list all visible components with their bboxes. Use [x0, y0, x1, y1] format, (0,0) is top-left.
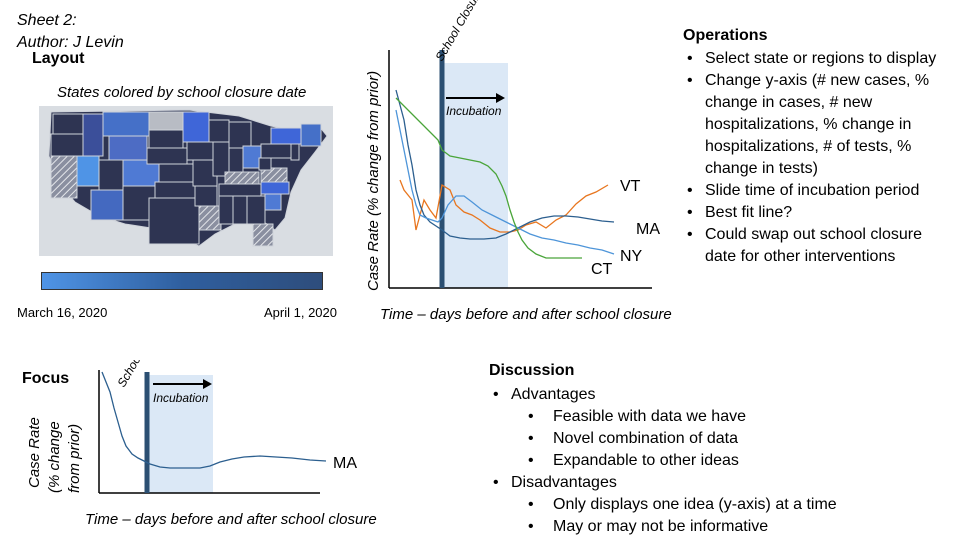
discussion-title: Discussion: [489, 362, 575, 379]
state-il: [212, 141, 230, 177]
advantage-item: Expandable to other ideas: [528, 450, 953, 472]
y-axis-label-line: from prior): [66, 424, 83, 493]
advantages-list: Feasible with data we have Novel combina…: [511, 406, 953, 472]
focus-chart: School Closure Incubation MA Case Rate (…: [26, 360, 377, 528]
state-mi: [228, 121, 252, 149]
state-va: [260, 167, 288, 183]
state-nj: [290, 143, 300, 161]
operations-item: Could swap out school closure date for o…: [687, 224, 952, 268]
disadvantage-item: Only displays one idea (y-axis) at a tim…: [528, 494, 953, 516]
focus-title: Focus: [22, 370, 70, 387]
state-nc: [260, 181, 290, 195]
state-wi: [208, 119, 230, 143]
state-id: [82, 113, 104, 157]
series-label-ct: CT: [591, 261, 613, 278]
state-oh: [242, 145, 262, 169]
state-wv: [258, 157, 272, 171]
x-axis-label: Time – days before and after school clos…: [85, 511, 377, 528]
operations-title: Operations: [683, 27, 768, 44]
state-ks: [158, 163, 194, 183]
incubation-label: Incubation: [446, 104, 502, 118]
state-mt: [102, 111, 150, 137]
state-in: [228, 147, 244, 173]
operations-item: Best fit line?: [687, 202, 952, 224]
series-label-ma: MA: [333, 455, 357, 472]
state-new-england: [300, 123, 322, 147]
state-tx: [148, 197, 200, 245]
y-axis-label: Case Rate (% change from prior): [365, 71, 382, 291]
state-fl: [252, 223, 274, 247]
state-mn: [182, 111, 210, 143]
state-sd: [148, 129, 184, 149]
operations-item: Slide time of incubation period: [687, 180, 952, 202]
series-line-ma: [101, 371, 327, 469]
state-al: [232, 195, 248, 225]
school-closure-label: School Closure: [432, 0, 485, 63]
y-axis-label: Case Rate (% change from prior): [26, 417, 83, 493]
incubation-band: [147, 375, 213, 493]
incubation-label: Incubation: [153, 391, 209, 405]
state-la: [198, 205, 222, 231]
state-ut: [98, 159, 124, 191]
state-ca: [50, 155, 78, 199]
series-line-ct: [395, 97, 582, 259]
operations-item: Select state or regions to display: [687, 48, 952, 70]
operations-item: Change y-axis (# new cases, % change in …: [687, 70, 952, 180]
y-axis-label-line: (% change: [46, 421, 63, 493]
state-nd: [148, 111, 184, 131]
series-label-vt: VT: [620, 178, 641, 195]
disadvantages-label: Disadvantages: [511, 474, 617, 491]
multi-state-chart: School Closure Incubation VT MA NY CT Ca…: [365, 0, 672, 323]
layout-title: Layout: [32, 50, 85, 67]
us-map: [39, 106, 333, 256]
state-wy: [108, 135, 148, 161]
discussion-list: Advantages Feasible with data we have No…: [493, 384, 953, 538]
advantages-label: Advantages: [511, 386, 596, 403]
series-label-ma: MA: [636, 221, 660, 238]
author-line: Author: J Levin: [17, 34, 124, 51]
disadvantages-list: Only displays one idea (y-axis) at a tim…: [511, 494, 953, 538]
series-label-ny: NY: [620, 248, 643, 265]
x-axis-label: Time – days before and after school clos…: [380, 306, 672, 323]
state-pa: [260, 143, 292, 159]
state-ny: [270, 127, 302, 145]
state-wa: [52, 113, 84, 135]
state-ne: [146, 147, 188, 165]
state-or: [50, 133, 84, 157]
state-nv: [76, 155, 100, 187]
state-sc: [264, 193, 282, 211]
y-axis-label-line: Case Rate: [26, 417, 43, 488]
sheet-header: Sheet 2: Author: J Levin: [17, 10, 124, 54]
state-tn: [218, 183, 262, 197]
incubation-arrowhead: [203, 379, 212, 389]
disadvantages-item: Disadvantages Only displays one idea (y-…: [493, 472, 953, 538]
advantages-item: Advantages Feasible with data we have No…: [493, 384, 953, 472]
legend-start-date: March 16, 2020: [17, 305, 108, 320]
map-caption: States colored by school closure date: [57, 84, 307, 101]
closure-date-gradient-legend: [41, 272, 323, 290]
state-ok: [154, 181, 196, 199]
series-line-ny: [395, 109, 615, 255]
advantage-item: Feasible with data we have: [528, 406, 953, 428]
legend-end-date: April 1, 2020: [264, 305, 337, 320]
state-ky: [224, 171, 260, 185]
state-ar: [194, 185, 218, 207]
disadvantage-item: May or may not be informative: [528, 516, 953, 538]
state-ia: [186, 141, 214, 161]
advantage-item: Novel combination of data: [528, 428, 953, 450]
sheet-number: Sheet 2:: [17, 12, 77, 29]
state-ms: [218, 195, 234, 225]
series-line-ma: [395, 89, 615, 240]
state-ga: [246, 195, 266, 225]
state-az: [90, 189, 124, 221]
incubation-arrowhead: [496, 93, 505, 103]
operations-list: Select state or regions to display Chang…: [687, 48, 952, 268]
series-line-vt: [399, 179, 609, 233]
us-map-graphic: [48, 109, 328, 247]
